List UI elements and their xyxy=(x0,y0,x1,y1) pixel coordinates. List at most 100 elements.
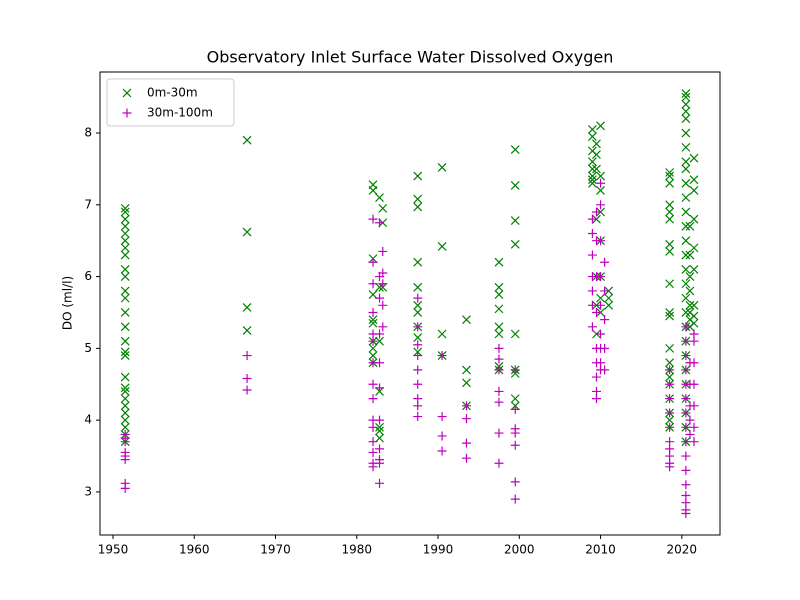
point xyxy=(120,336,130,346)
point xyxy=(510,145,520,154)
point xyxy=(665,207,675,217)
point xyxy=(681,142,691,152)
y-axis-label: DO (ml/l) xyxy=(61,276,75,330)
point xyxy=(413,401,423,411)
point xyxy=(120,286,130,296)
point xyxy=(120,214,130,224)
point xyxy=(681,99,691,109)
point xyxy=(681,193,691,203)
point xyxy=(413,300,423,310)
y-tick-label: 8 xyxy=(84,126,92,140)
point xyxy=(681,508,691,518)
point xyxy=(242,374,252,384)
point xyxy=(588,125,597,134)
point xyxy=(375,329,385,339)
point xyxy=(588,178,597,188)
legend-marker xyxy=(122,108,132,118)
point xyxy=(665,308,675,317)
point xyxy=(510,428,520,438)
point xyxy=(689,153,699,163)
point xyxy=(689,318,699,328)
point xyxy=(600,257,610,267)
point xyxy=(596,236,606,246)
point xyxy=(689,422,699,432)
y-tick-label: 6 xyxy=(84,269,92,283)
point xyxy=(665,343,675,353)
point xyxy=(681,114,691,124)
point xyxy=(368,351,378,360)
point xyxy=(689,311,699,321)
point xyxy=(592,150,601,159)
point xyxy=(462,365,471,375)
point xyxy=(587,322,597,332)
point xyxy=(591,394,601,404)
point xyxy=(665,214,675,224)
point xyxy=(604,293,614,303)
point xyxy=(120,243,130,253)
point xyxy=(413,340,423,350)
point xyxy=(120,483,130,493)
point xyxy=(510,329,520,339)
point xyxy=(665,415,675,425)
point xyxy=(375,383,385,393)
point xyxy=(375,433,384,443)
point xyxy=(242,385,252,395)
point xyxy=(368,290,378,299)
legend-label: 0m-30m xyxy=(147,86,198,100)
point xyxy=(437,412,447,422)
point xyxy=(681,107,691,116)
point xyxy=(461,453,471,463)
point xyxy=(510,404,520,414)
y-tick-label: 3 xyxy=(84,484,92,498)
point xyxy=(375,293,385,303)
point xyxy=(596,200,606,210)
point xyxy=(665,394,675,404)
point xyxy=(591,307,601,317)
point xyxy=(120,322,130,332)
point xyxy=(494,304,504,314)
point xyxy=(689,358,699,368)
point xyxy=(368,279,378,289)
point xyxy=(681,437,691,447)
point xyxy=(494,397,504,407)
point xyxy=(120,293,130,303)
y-tick-label: 5 xyxy=(84,341,92,355)
point xyxy=(685,272,695,282)
point xyxy=(596,272,606,282)
point xyxy=(375,478,385,488)
point xyxy=(494,343,504,353)
point xyxy=(510,180,520,190)
point xyxy=(120,394,130,404)
point xyxy=(681,236,691,246)
point xyxy=(689,186,699,195)
point xyxy=(120,422,130,432)
point xyxy=(588,171,597,181)
point xyxy=(685,286,695,296)
point xyxy=(665,422,675,432)
point xyxy=(242,135,252,145)
point xyxy=(681,308,691,317)
point xyxy=(600,365,610,375)
point xyxy=(681,92,691,102)
point xyxy=(378,322,388,332)
point xyxy=(494,329,504,339)
point xyxy=(437,351,447,361)
x-tick-label: 2020 xyxy=(667,543,698,557)
point xyxy=(596,171,605,181)
point xyxy=(510,216,520,226)
point xyxy=(413,308,423,317)
point xyxy=(689,437,699,447)
point xyxy=(681,465,691,475)
legend-label: 30m-100m xyxy=(147,106,213,120)
point xyxy=(413,322,423,332)
point xyxy=(681,178,691,188)
point xyxy=(588,175,597,185)
point xyxy=(120,408,130,418)
point xyxy=(681,365,691,375)
point xyxy=(413,379,423,389)
point xyxy=(375,458,385,468)
y-tick-label: 4 xyxy=(84,413,92,427)
point xyxy=(600,286,610,296)
point xyxy=(413,333,423,343)
point xyxy=(665,200,675,210)
